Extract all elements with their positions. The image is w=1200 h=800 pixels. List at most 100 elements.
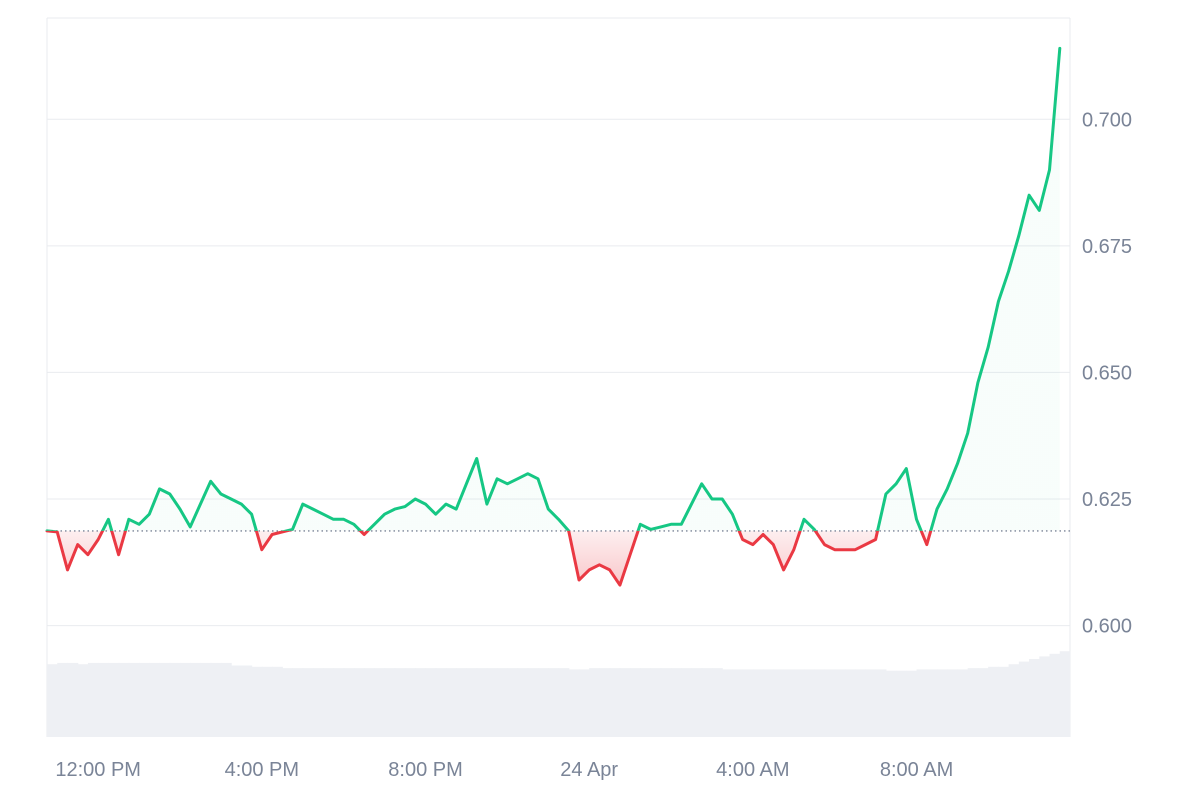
volume-bar <box>333 668 345 737</box>
y-tick-label: 0.700 <box>1082 109 1132 131</box>
volume-bar <box>671 668 682 737</box>
volume-bar <box>589 668 601 737</box>
volume-bar <box>445 668 457 737</box>
volume-bar <box>98 662 109 737</box>
volume-bar <box>640 668 652 737</box>
volume-bar <box>538 668 549 737</box>
volume-bar <box>691 668 703 737</box>
volume-bar <box>844 669 856 737</box>
volume-bar <box>865 669 877 737</box>
volume-bar <box>752 669 764 737</box>
volume-bar <box>1008 664 1020 737</box>
volume-bar <box>548 668 560 737</box>
volume-bar <box>497 668 508 737</box>
volume-bar <box>159 662 171 737</box>
volume-bar <box>527 668 539 737</box>
volume-bar <box>977 668 989 737</box>
y-tick-label: 0.650 <box>1082 362 1132 384</box>
volume-bar <box>619 668 631 737</box>
y-tick-label: 0.675 <box>1082 236 1132 258</box>
volume-bar <box>855 669 866 737</box>
volume-bar <box>118 662 130 737</box>
volume-bar <box>824 669 836 737</box>
volume-bar <box>47 664 58 737</box>
volume-bar <box>681 668 693 737</box>
volume-bar <box>1029 659 1040 737</box>
x-tick-label: 4:00 PM <box>225 759 299 781</box>
volume-bar <box>957 669 969 737</box>
volume-bar <box>599 668 611 737</box>
volume-bar <box>660 668 672 737</box>
area-below-baseline <box>47 530 931 586</box>
volume-bar <box>793 669 805 737</box>
volume-bar <box>967 668 979 737</box>
volume-bar <box>507 668 519 737</box>
volume-bar <box>374 668 386 737</box>
volume-bar <box>128 662 140 737</box>
volume-bar <box>435 668 447 737</box>
y-tick-label: 0.625 <box>1082 489 1132 511</box>
volume-bar <box>108 662 120 737</box>
volume-bar <box>57 662 69 737</box>
volume-bar <box>834 669 846 737</box>
volume-bar <box>169 662 181 737</box>
volume-bar <box>998 666 1010 737</box>
x-tick-label: 8:00 AM <box>880 759 953 781</box>
volume-bar <box>251 666 263 737</box>
x-tick-label: 12:00 PM <box>55 759 141 781</box>
volume-bar <box>804 669 815 737</box>
volume-bar <box>486 668 498 737</box>
volume-bar <box>231 665 242 737</box>
volume-bar <box>947 669 959 737</box>
volume-bar <box>364 668 375 737</box>
volume-bar <box>261 666 273 737</box>
volume-bar <box>875 669 887 737</box>
volume-bar <box>937 669 948 737</box>
volume-bar <box>220 662 232 737</box>
x-tick-label: 8:00 PM <box>388 759 462 781</box>
price-line-above <box>45 46 1062 531</box>
volume-bar <box>241 665 253 737</box>
volume-bar <box>722 669 734 737</box>
volume-bar <box>476 668 488 737</box>
volume-bar <box>558 668 570 737</box>
volume-bar <box>814 669 826 737</box>
volume-bar <box>609 668 621 737</box>
volume-bar <box>210 662 222 737</box>
volume-bar <box>200 662 212 737</box>
volume-bar <box>394 668 406 737</box>
volume-bar <box>926 669 938 737</box>
volume-bar <box>425 668 437 737</box>
volume-bar <box>783 669 795 737</box>
volume-bar <box>312 668 324 737</box>
volume-bar <box>906 670 918 737</box>
volume-bar <box>568 669 580 737</box>
volume-bar <box>988 666 999 737</box>
volume-bar <box>343 668 355 737</box>
volume-bar <box>77 664 89 737</box>
volume-bar <box>701 668 713 737</box>
volume-bar <box>87 662 99 737</box>
volume-bar <box>149 662 161 737</box>
volume-bar <box>517 668 529 737</box>
volume-bar <box>711 668 723 737</box>
volume-bar <box>896 670 907 737</box>
x-tick-label: 4:00 AM <box>716 759 789 781</box>
volume-bar <box>67 662 79 737</box>
volume-bar <box>282 668 294 737</box>
volume-bar <box>763 669 774 737</box>
volume-bar <box>466 668 478 737</box>
volume-bar <box>353 668 365 737</box>
volume-bar <box>916 669 928 737</box>
volume-bar <box>650 668 662 737</box>
volume-bar <box>302 668 314 737</box>
volume-bar <box>1059 651 1071 737</box>
volume-bar <box>139 662 150 737</box>
volume-bar <box>384 668 396 737</box>
volume-bar <box>742 669 754 737</box>
volume-bar <box>732 669 744 737</box>
volume-bar <box>773 669 785 737</box>
volume-bar <box>630 668 641 737</box>
